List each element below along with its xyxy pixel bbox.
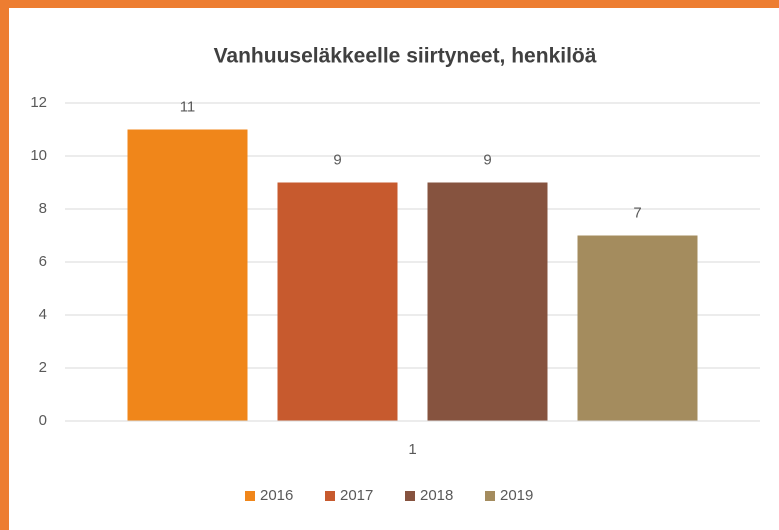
x-tick-label: 1 (408, 441, 416, 458)
y-tick-label: 10 (30, 147, 47, 164)
legend-label: 2017 (340, 487, 373, 504)
y-tick-label: 0 (39, 412, 47, 429)
legend-label: 2016 (260, 487, 293, 504)
chart-title: Vanhuuseläkkeelle siirtyneet, henkilöä (214, 45, 597, 68)
frame-border-top (0, 0, 779, 8)
value-label: 7 (633, 204, 641, 221)
value-label: 9 (333, 151, 341, 168)
legend-label: 2019 (500, 487, 533, 504)
legend-label: 2018 (420, 487, 453, 504)
y-tick-label: 4 (39, 306, 47, 323)
y-tick-label: 12 (30, 94, 47, 111)
bar (427, 182, 548, 421)
y-tick-label: 2 (39, 359, 47, 376)
legend-swatch (485, 491, 495, 501)
value-label: 11 (180, 98, 196, 115)
legend-swatch (325, 491, 335, 501)
bar (127, 129, 248, 421)
bar (577, 235, 698, 421)
value-label: 9 (483, 151, 491, 168)
legend-swatch (405, 491, 415, 501)
legend-swatch (245, 491, 255, 501)
bar (277, 182, 398, 421)
y-tick-label: 8 (39, 200, 47, 217)
y-tick-label: 6 (39, 253, 47, 270)
frame-border-left (0, 0, 9, 530)
